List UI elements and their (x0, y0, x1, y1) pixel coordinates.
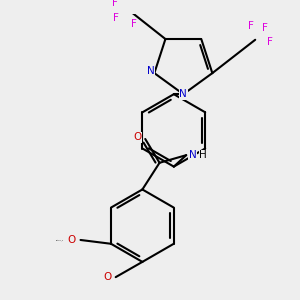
Text: N: N (179, 89, 187, 99)
Text: F: F (262, 23, 268, 33)
Text: O: O (134, 132, 142, 142)
Text: O: O (103, 272, 111, 282)
Text: F: F (113, 13, 119, 23)
Text: N: N (189, 150, 197, 160)
Text: methoxy_a: methoxy_a (56, 239, 64, 241)
Text: H: H (200, 150, 207, 160)
Text: O: O (68, 235, 76, 245)
Text: F: F (267, 37, 272, 47)
Text: F: F (131, 19, 137, 29)
Text: F: F (112, 0, 118, 8)
Text: F: F (248, 21, 254, 32)
Text: N: N (147, 66, 154, 76)
